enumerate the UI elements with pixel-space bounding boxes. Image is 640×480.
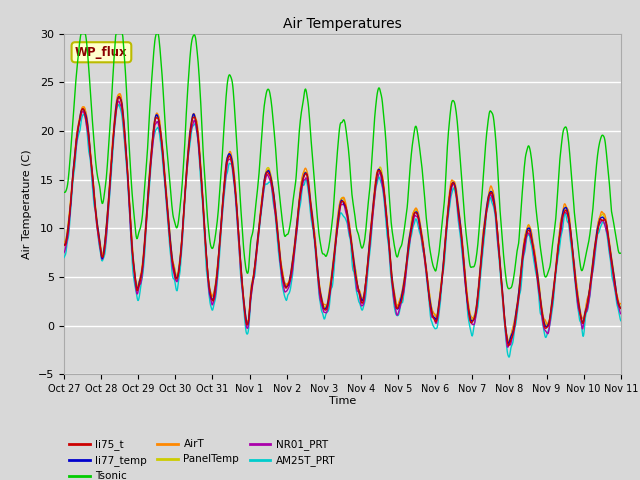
AirT bbox=[506, 339, 513, 345]
NR01_PRT bbox=[504, 345, 511, 350]
li75_t bbox=[60, 242, 68, 248]
AirT bbox=[60, 240, 68, 246]
Tsonic bbox=[133, 236, 141, 241]
NR01_PRT bbox=[115, 98, 122, 104]
NR01_PRT bbox=[463, 297, 471, 303]
Tsonic bbox=[505, 286, 513, 292]
Line: NR01_PRT: NR01_PRT bbox=[64, 101, 621, 348]
li77_temp bbox=[463, 295, 471, 301]
Tsonic bbox=[348, 192, 356, 197]
AM25T_PRT bbox=[208, 307, 216, 313]
li77_temp bbox=[348, 243, 356, 249]
X-axis label: Time: Time bbox=[329, 396, 356, 406]
Line: PanelTemp: PanelTemp bbox=[64, 95, 621, 343]
li75_t bbox=[348, 245, 356, 251]
AirT bbox=[268, 177, 275, 183]
PanelTemp bbox=[582, 306, 589, 312]
li75_t bbox=[617, 306, 625, 312]
li77_temp bbox=[582, 307, 589, 313]
li77_temp bbox=[505, 340, 513, 346]
li77_temp bbox=[268, 178, 275, 183]
Line: AM25T_PRT: AM25T_PRT bbox=[64, 105, 621, 357]
AirT bbox=[208, 293, 216, 299]
AM25T_PRT bbox=[617, 318, 625, 324]
Title: Air Temperatures: Air Temperatures bbox=[283, 17, 402, 31]
AM25T_PRT bbox=[505, 354, 513, 360]
Tsonic bbox=[463, 239, 471, 244]
AirT bbox=[617, 300, 625, 306]
AirT bbox=[348, 241, 356, 247]
AirT bbox=[582, 304, 589, 310]
PanelTemp bbox=[208, 293, 216, 299]
li75_t bbox=[115, 94, 123, 100]
AM25T_PRT bbox=[268, 183, 275, 189]
NR01_PRT bbox=[268, 183, 275, 189]
PanelTemp bbox=[617, 304, 625, 310]
li77_temp bbox=[208, 297, 216, 302]
NR01_PRT bbox=[208, 302, 216, 308]
Text: WP_flux: WP_flux bbox=[75, 46, 128, 59]
li75_t bbox=[582, 308, 589, 314]
li75_t bbox=[268, 180, 275, 185]
Tsonic bbox=[582, 253, 589, 259]
PanelTemp bbox=[463, 290, 471, 296]
AirT bbox=[463, 290, 471, 296]
PanelTemp bbox=[60, 242, 68, 248]
li77_temp bbox=[617, 306, 625, 312]
Line: li75_t: li75_t bbox=[64, 97, 621, 346]
Tsonic bbox=[617, 250, 625, 256]
li77_temp bbox=[60, 241, 68, 247]
PanelTemp bbox=[115, 92, 122, 97]
PanelTemp bbox=[504, 340, 512, 346]
AirT bbox=[133, 284, 141, 289]
Line: li77_temp: li77_temp bbox=[64, 96, 621, 343]
li75_t bbox=[505, 343, 513, 348]
PanelTemp bbox=[133, 284, 141, 290]
li75_t bbox=[133, 288, 141, 294]
Line: Tsonic: Tsonic bbox=[64, 34, 621, 289]
NR01_PRT bbox=[133, 291, 141, 297]
PanelTemp bbox=[268, 175, 275, 180]
AirT bbox=[116, 91, 124, 96]
Tsonic bbox=[208, 246, 216, 252]
NR01_PRT bbox=[60, 250, 68, 255]
Tsonic bbox=[60, 190, 68, 195]
AM25T_PRT bbox=[133, 296, 141, 301]
li77_temp bbox=[133, 286, 141, 292]
Tsonic bbox=[77, 31, 85, 36]
AM25T_PRT bbox=[463, 301, 471, 307]
li77_temp bbox=[115, 94, 122, 99]
Y-axis label: Air Temperature (C): Air Temperature (C) bbox=[22, 149, 33, 259]
li75_t bbox=[463, 295, 471, 300]
NR01_PRT bbox=[582, 310, 589, 315]
AM25T_PRT bbox=[115, 102, 122, 108]
Tsonic bbox=[268, 100, 275, 106]
AM25T_PRT bbox=[60, 255, 68, 261]
AM25T_PRT bbox=[582, 312, 589, 318]
NR01_PRT bbox=[348, 245, 356, 251]
li75_t bbox=[208, 297, 216, 303]
PanelTemp bbox=[348, 242, 356, 248]
Legend: li75_t, li77_temp, Tsonic, AirT, PanelTemp, NR01_PRT, AM25T_PRT: li75_t, li77_temp, Tsonic, AirT, PanelTe… bbox=[69, 439, 335, 480]
Line: AirT: AirT bbox=[64, 94, 621, 342]
AM25T_PRT bbox=[348, 258, 356, 264]
NR01_PRT bbox=[617, 311, 625, 317]
